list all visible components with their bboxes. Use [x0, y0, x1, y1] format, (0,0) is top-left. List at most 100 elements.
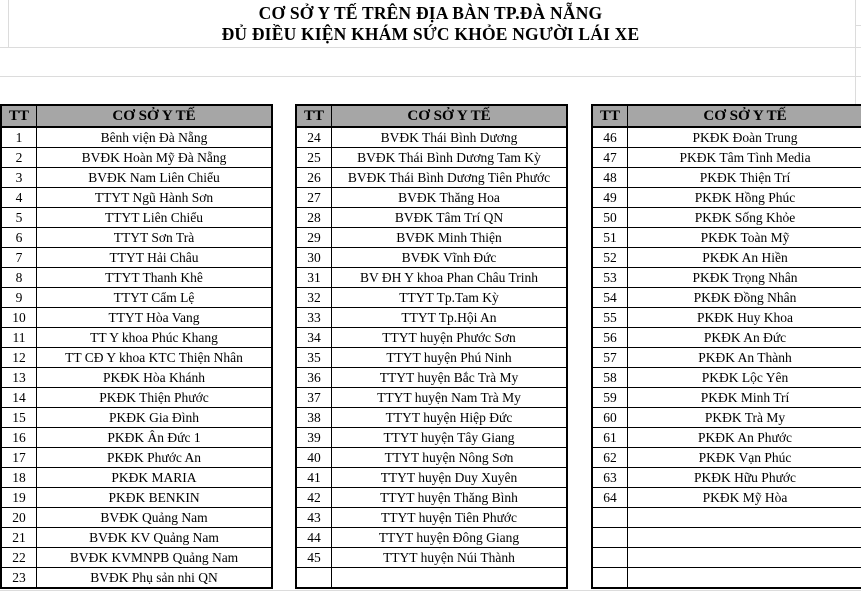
- cell-facility-name: PKĐK Gia Đình: [36, 407, 273, 428]
- cell-facility-name: TTYT huyện Đông Giang: [331, 527, 568, 548]
- cell-tt: 16: [0, 427, 37, 448]
- cell-facility-name: BVĐK Thái Bình Dương: [331, 126, 568, 148]
- cell-tt: 57: [591, 347, 628, 368]
- cell-facility-name: PKĐK Ân Đức 1: [36, 427, 273, 448]
- cell-facility-name: PKĐK Hồng Phúc: [627, 187, 861, 208]
- table-row: 23 BVĐK Phụ sản nhi QN: [0, 567, 273, 589]
- cell-tt: 23: [0, 567, 37, 589]
- table-row: 19 PKĐK BENKIN: [0, 487, 273, 508]
- cell-tt: 13: [0, 367, 37, 388]
- cell-tt: 38: [295, 407, 332, 428]
- table-row: 29 BVĐK Minh Thiện: [295, 227, 568, 248]
- cell-tt: 35: [295, 347, 332, 368]
- cell-facility-name: PKĐK Vạn Phúc: [627, 447, 861, 468]
- cell-facility-name: PKĐK Đoàn Trung: [627, 126, 861, 148]
- cell-tt: 10: [0, 307, 37, 328]
- title-line-1: CƠ SỞ Y TẾ TRÊN ĐỊA BÀN TP.ĐÀ NẴNG: [258, 3, 603, 23]
- table-row: 41 TTYT huyện Duy Xuyên: [295, 467, 568, 488]
- cell-tt: 43: [295, 507, 332, 528]
- cell-tt: 40: [295, 447, 332, 468]
- cell-tt: 32: [295, 287, 332, 308]
- table-row: 47 PKĐK Tâm Tình Media: [591, 147, 861, 168]
- cell-facility-name: [331, 567, 568, 589]
- table-row: 45 TTYT huyện Núi Thành: [295, 547, 568, 568]
- cell-facility-name: [627, 507, 861, 528]
- cell-tt: 2: [0, 147, 37, 168]
- table-row: 58 PKĐK Lộc Yên: [591, 367, 861, 388]
- cell-tt: 34: [295, 327, 332, 348]
- table-row: 15 PKĐK Gia Đình: [0, 407, 273, 428]
- cell-facility-name: PKĐK Phước An: [36, 447, 273, 468]
- table-row: 7 TTYT Hải Châu: [0, 247, 273, 268]
- cell-facility-name: PKĐK Thiện Trí: [627, 167, 861, 188]
- gridline: [8, 0, 9, 47]
- cell-facility-name: PKĐK Tâm Tình Media: [627, 147, 861, 168]
- cell-tt: 62: [591, 447, 628, 468]
- table-row: 13 PKĐK Hòa Khánh: [0, 367, 273, 388]
- cell-facility-name: TTYT Tp.Hội An: [331, 307, 568, 328]
- table-row: 42 TTYT huyện Thăng Bình: [295, 487, 568, 508]
- cell-tt: 19: [0, 487, 37, 508]
- cell-tt: 22: [0, 547, 37, 568]
- header-row: TT CƠ SỞ Y TẾ: [591, 104, 861, 128]
- table-row: 16 PKĐK Ân Đức 1: [0, 427, 273, 448]
- cell-tt: 3: [0, 167, 37, 188]
- gridline: [0, 47, 861, 48]
- table-row: 37 TTYT huyện Nam Trà My: [295, 387, 568, 408]
- cell-facility-name: TTYT Hải Châu: [36, 247, 273, 268]
- header-row: TT CƠ SỞ Y TẾ: [295, 104, 568, 128]
- table-row: 33 TTYT Tp.Hội An: [295, 307, 568, 328]
- cell-facility-name: PKĐK MARIA: [36, 467, 273, 488]
- table-row: 11 TT Y khoa Phúc Khang: [0, 327, 273, 348]
- table-row: 1 Bênh viện Đà Nẵng: [0, 126, 273, 148]
- cell-tt: 29: [295, 227, 332, 248]
- cell-tt: 39: [295, 427, 332, 448]
- gridline: [0, 590, 861, 591]
- cell-tt: 63: [591, 467, 628, 488]
- cell-facility-name: [627, 567, 861, 589]
- table-row: 4 TTYT Ngũ Hành Sơn: [0, 187, 273, 208]
- cell-tt: 1: [0, 126, 37, 148]
- cell-facility-name: TTYT Liên Chiểu: [36, 207, 273, 228]
- table-row: 10 TTYT Hòa Vang: [0, 307, 273, 328]
- table-row: 8 TTYT Thanh Khê: [0, 267, 273, 288]
- table-row: 5 TTYT Liên Chiểu: [0, 207, 273, 228]
- cell-tt: 61: [591, 427, 628, 448]
- empty-row: [591, 507, 861, 528]
- column-header-facility: CƠ SỞ Y TẾ: [331, 104, 568, 128]
- cell-tt: 4: [0, 187, 37, 208]
- cell-tt: 53: [591, 267, 628, 288]
- cell-facility-name: BVĐK Thái Bình Dương Tam Kỳ: [331, 147, 568, 168]
- cell-facility-name: TTYT Ngũ Hành Sơn: [36, 187, 273, 208]
- cell-facility-name: TTYT Hòa Vang: [36, 307, 273, 328]
- cell-facility-name: TTYT huyện Thăng Bình: [331, 487, 568, 508]
- table-row: 63 PKĐK Hữu Phước: [591, 467, 861, 488]
- cell-facility-name: TTYT Thanh Khê: [36, 267, 273, 288]
- cell-facility-name: TTYT huyện Tây Giang: [331, 427, 568, 448]
- cell-tt: 9: [0, 287, 37, 308]
- cell-tt: 50: [591, 207, 628, 228]
- cell-tt: 28: [295, 207, 332, 228]
- cell-facility-name: BVĐK Phụ sản nhi QN: [36, 567, 273, 589]
- cell-tt: 24: [295, 126, 332, 148]
- page-title: CƠ SỞ Y TẾ TRÊN ĐỊA BÀN TP.ĐÀ NẴNG ĐỦ ĐI…: [0, 3, 861, 45]
- table-row: 56 PKĐK An Đức: [591, 327, 861, 348]
- cell-tt: 25: [295, 147, 332, 168]
- cell-facility-name: BVĐK Tâm Trí QN: [331, 207, 568, 228]
- cell-tt: 60: [591, 407, 628, 428]
- table-row: 2 BVĐK Hoàn Mỹ Đà Nẵng: [0, 147, 273, 168]
- cell-facility-name: TTYT Cẩm Lệ: [36, 287, 273, 308]
- gridline: [855, 0, 856, 104]
- table-row: 22 BVĐK KVMNPB Quảng Nam: [0, 547, 273, 568]
- cell-facility-name: PKĐK Sống Khỏe: [627, 207, 861, 228]
- table-row: 62 PKĐK Vạn Phúc: [591, 447, 861, 468]
- cell-tt: [591, 527, 628, 548]
- table-row: 18 PKĐK MARIA: [0, 467, 273, 488]
- table-row: 46 PKĐK Đoàn Trung: [591, 126, 861, 148]
- table-row: 40 TTYT huyện Nông Sơn: [295, 447, 568, 468]
- cell-facility-name: TTYT huyện Tiên Phước: [331, 507, 568, 528]
- table-row: 12 TT CĐ Y khoa KTC Thiện Nhân: [0, 347, 273, 368]
- cell-tt: 54: [591, 287, 628, 308]
- table-row: 31 BV ĐH Y khoa Phan Châu Trinh: [295, 267, 568, 288]
- table-row: 54 PKĐK Đồng Nhân: [591, 287, 861, 308]
